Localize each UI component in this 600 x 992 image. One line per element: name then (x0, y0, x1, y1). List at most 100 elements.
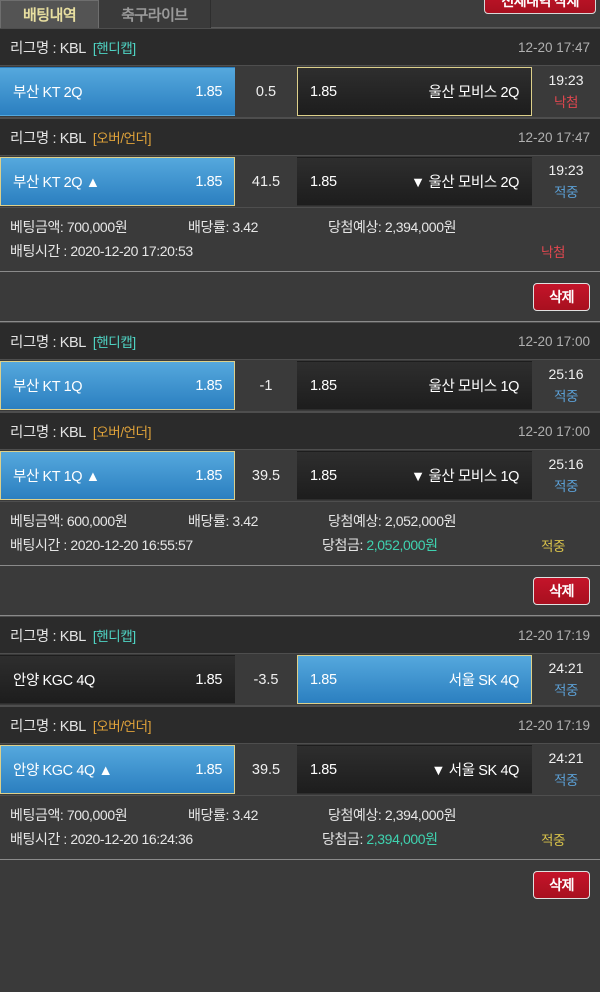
league-name: 리그명 : KBL (10, 424, 86, 441)
league-header-left: 리그명 : KBL [핸디캡] (10, 625, 136, 646)
bet-slip-footer: 삭제 (0, 271, 600, 321)
summary-payout-amount: 2,394,000원 (366, 831, 438, 847)
odds-row: 안양 KGC 4Q 1.85 -3.5 1.85 서울 SK 4Q 24:21 적중 (0, 654, 600, 706)
pick-team-name: 안양 KGC 4Q ▲ (13, 763, 113, 779)
pick-team-name: ▼ 울산 모비스 2Q (410, 175, 519, 191)
bet-type-tag: [핸디캡] (92, 40, 136, 56)
odds-row: 부산 KT 1Q ▲ 1.85 39.5 1.85 ▼ 울산 모비스 1Q 25:16 적중 (0, 450, 600, 502)
league-header: 리그명 : KBL [오버/언더] 12-20 17:00 (0, 412, 600, 450)
pick-odds: 1.85 (195, 467, 222, 484)
bet-slip-footer: 삭제 (0, 565, 600, 615)
summary-stake: 베팅금액: 700,000원 (10, 219, 128, 235)
pick-odds: 1.85 (310, 467, 337, 484)
pick-left[interactable]: 부산 KT 2Q 1.85 (0, 67, 235, 116)
handicap-line: 39.5 (235, 744, 297, 795)
tab-betting-history[interactable]: 배팅내역 (0, 0, 100, 28)
handicap-line: 41.5 (235, 156, 297, 207)
tab-soccer-live[interactable]: 축구라이브 (99, 0, 211, 28)
pick-team-name: ▼ 서울 SK 4Q (431, 763, 519, 779)
bet-slip-block: 리그명 : KBL [핸디캡] 12-20 17:00 부산 KT 1Q 1.85 -1 1… (0, 322, 600, 615)
delete-bet-button[interactable]: 삭제 (533, 576, 590, 605)
league-name: 리그명 : KBL (10, 334, 86, 351)
top-tab-bar: 배팅내역 축구라이브 전체내역 삭제 (0, 0, 600, 28)
pick-odds: 1.85 (195, 671, 222, 688)
summary-verdict-badge: 적중 (540, 539, 566, 554)
league-header: 리그명 : KBL [핸디캡] 12-20 17:00 (0, 322, 600, 360)
match-score: 25:16 (548, 366, 584, 382)
bet-summary: 베팅금액: 700,000원 배당률: 3.42 당첨예상: 2,394,000원 배… (0, 796, 600, 859)
league-name: 리그명 : KBL (10, 628, 86, 645)
leg-verdict-badge: 적중 (553, 389, 579, 404)
league-header-left: 리그명 : KBL [오버/언더] (10, 715, 151, 736)
bet-summary-line-1: 베팅금액: 700,000원 배당률: 3.42 당첨예상: 2,394,000원 (10, 803, 590, 827)
block-separator (0, 321, 600, 322)
pick-left[interactable]: 안양 KGC 4Q 1.85 (0, 655, 235, 704)
pick-right[interactable]: 1.85 울산 모비스 1Q (297, 361, 532, 410)
match-start-time: 12-20 17:00 (517, 423, 590, 439)
pick-right[interactable]: 1.85 ▼ 서울 SK 4Q (297, 745, 532, 794)
bet-type-tag: [오버/언더] (92, 130, 152, 146)
pick-right[interactable]: 1.85 서울 SK 4Q (297, 655, 532, 704)
pick-right[interactable]: 1.85 울산 모비스 2Q (297, 67, 532, 116)
summary-payout-amount: 2,052,000원 (366, 537, 438, 553)
summary-odds-rate: 배당률: 3.42 (188, 513, 259, 529)
match-score: 19:23 (548, 72, 584, 88)
pick-team-name: 부산 KT 1Q (13, 379, 83, 395)
pick-right[interactable]: 1.85 ▼ 울산 모비스 2Q (297, 157, 532, 206)
pick-team-name: 부산 KT 2Q (13, 85, 83, 101)
pick-odds: 1.85 (310, 671, 337, 688)
summary-bet-time: 배팅시간 : 2020-12-20 16:55:57 (10, 537, 193, 553)
bet-history-list: 리그명 : KBL [핸디캡] 12-20 17:47 부산 KT 2Q 1.85 0.5… (0, 28, 600, 909)
match-result: 24:21 적중 (532, 744, 600, 795)
pick-odds: 1.85 (195, 761, 222, 778)
leg-verdict-badge: 적중 (553, 185, 579, 200)
match-result: 24:21 적중 (532, 654, 600, 705)
pick-team-name: 울산 모비스 1Q (428, 379, 520, 395)
match-score: 24:21 (548, 750, 584, 766)
summary-stake: 베팅금액: 700,000원 (10, 807, 128, 823)
league-name: 리그명 : KBL (10, 718, 86, 735)
pick-team-name: 울산 모비스 2Q (428, 85, 520, 101)
handicap-line: -3.5 (235, 654, 297, 705)
summary-expected-payout: 당첨예상: 2,394,000원 (328, 807, 457, 823)
summary-odds-rate: 배당률: 3.42 (188, 219, 259, 235)
leg-verdict-badge: 낙첨 (553, 95, 579, 110)
leg-verdict-badge: 적중 (553, 683, 579, 698)
match-result: 19:23 적중 (532, 156, 600, 207)
bet-summary: 베팅금액: 600,000원 배당률: 3.42 당첨예상: 2,052,000원 배… (0, 502, 600, 565)
league-header: 리그명 : KBL [핸디캡] 12-20 17:47 (0, 28, 600, 66)
pick-right[interactable]: 1.85 ▼ 울산 모비스 1Q (297, 451, 532, 500)
bet-summary-line-1: 베팅금액: 600,000원 배당률: 3.42 당첨예상: 2,052,000원 (10, 509, 590, 533)
pick-left[interactable]: 부산 KT 2Q ▲ 1.85 (0, 157, 235, 206)
odds-row: 안양 KGC 4Q ▲ 1.85 39.5 1.85 ▼ 서울 SK 4Q 24:21 적중 (0, 744, 600, 796)
odds-row: 부산 KT 1Q 1.85 -1 1.85 울산 모비스 1Q 25:16 적중 (0, 360, 600, 412)
match-start-time: 12-20 17:19 (517, 717, 590, 733)
summary-verdict-badge: 낙첨 (540, 245, 566, 260)
pick-left[interactable]: 부산 KT 1Q 1.85 (0, 361, 235, 410)
pick-odds: 1.85 (195, 377, 222, 394)
pick-left[interactable]: 부산 KT 1Q ▲ 1.85 (0, 451, 235, 500)
match-start-time: 12-20 17:47 (517, 129, 590, 145)
match-result: 19:23 낙첨 (532, 66, 600, 117)
match-score: 19:23 (548, 162, 584, 178)
match-start-time: 12-20 17:19 (517, 627, 590, 643)
summary-odds-rate: 배당률: 3.42 (188, 807, 259, 823)
bet-slip-block: 리그명 : KBL [핸디캡] 12-20 17:47 부산 KT 2Q 1.85 0.5… (0, 28, 600, 321)
pick-odds: 1.85 (310, 83, 337, 100)
summary-verdict-badge: 적중 (540, 833, 566, 848)
leg-verdict-badge: 적중 (553, 479, 579, 494)
bet-type-tag: [오버/언더] (92, 718, 152, 734)
odds-row: 부산 KT 2Q ▲ 1.85 41.5 1.85 ▼ 울산 모비스 2Q 19:23 적중 (0, 156, 600, 208)
tab-list: 배팅내역 축구라이브 (0, 0, 600, 28)
delete-bet-button[interactable]: 삭제 (533, 870, 590, 899)
handicap-line: 39.5 (235, 450, 297, 501)
bet-slip-block: 리그명 : KBL [핸디캡] 12-20 17:19 안양 KGC 4Q 1.85 -3… (0, 616, 600, 909)
bet-type-tag: [핸디캡] (92, 628, 136, 644)
match-result: 25:16 적중 (532, 360, 600, 411)
league-header-left: 리그명 : KBL [핸디캡] (10, 331, 136, 352)
pick-left[interactable]: 안양 KGC 4Q ▲ 1.85 (0, 745, 235, 794)
pick-odds: 1.85 (310, 377, 337, 394)
delete-bet-button[interactable]: 삭제 (533, 282, 590, 311)
delete-all-history-button[interactable]: 전체내역 삭제 (484, 0, 596, 14)
bet-summary-line-2: 배팅시간 : 2020-12-20 16:55:57 당첨금: 2,052,000… (10, 533, 590, 557)
